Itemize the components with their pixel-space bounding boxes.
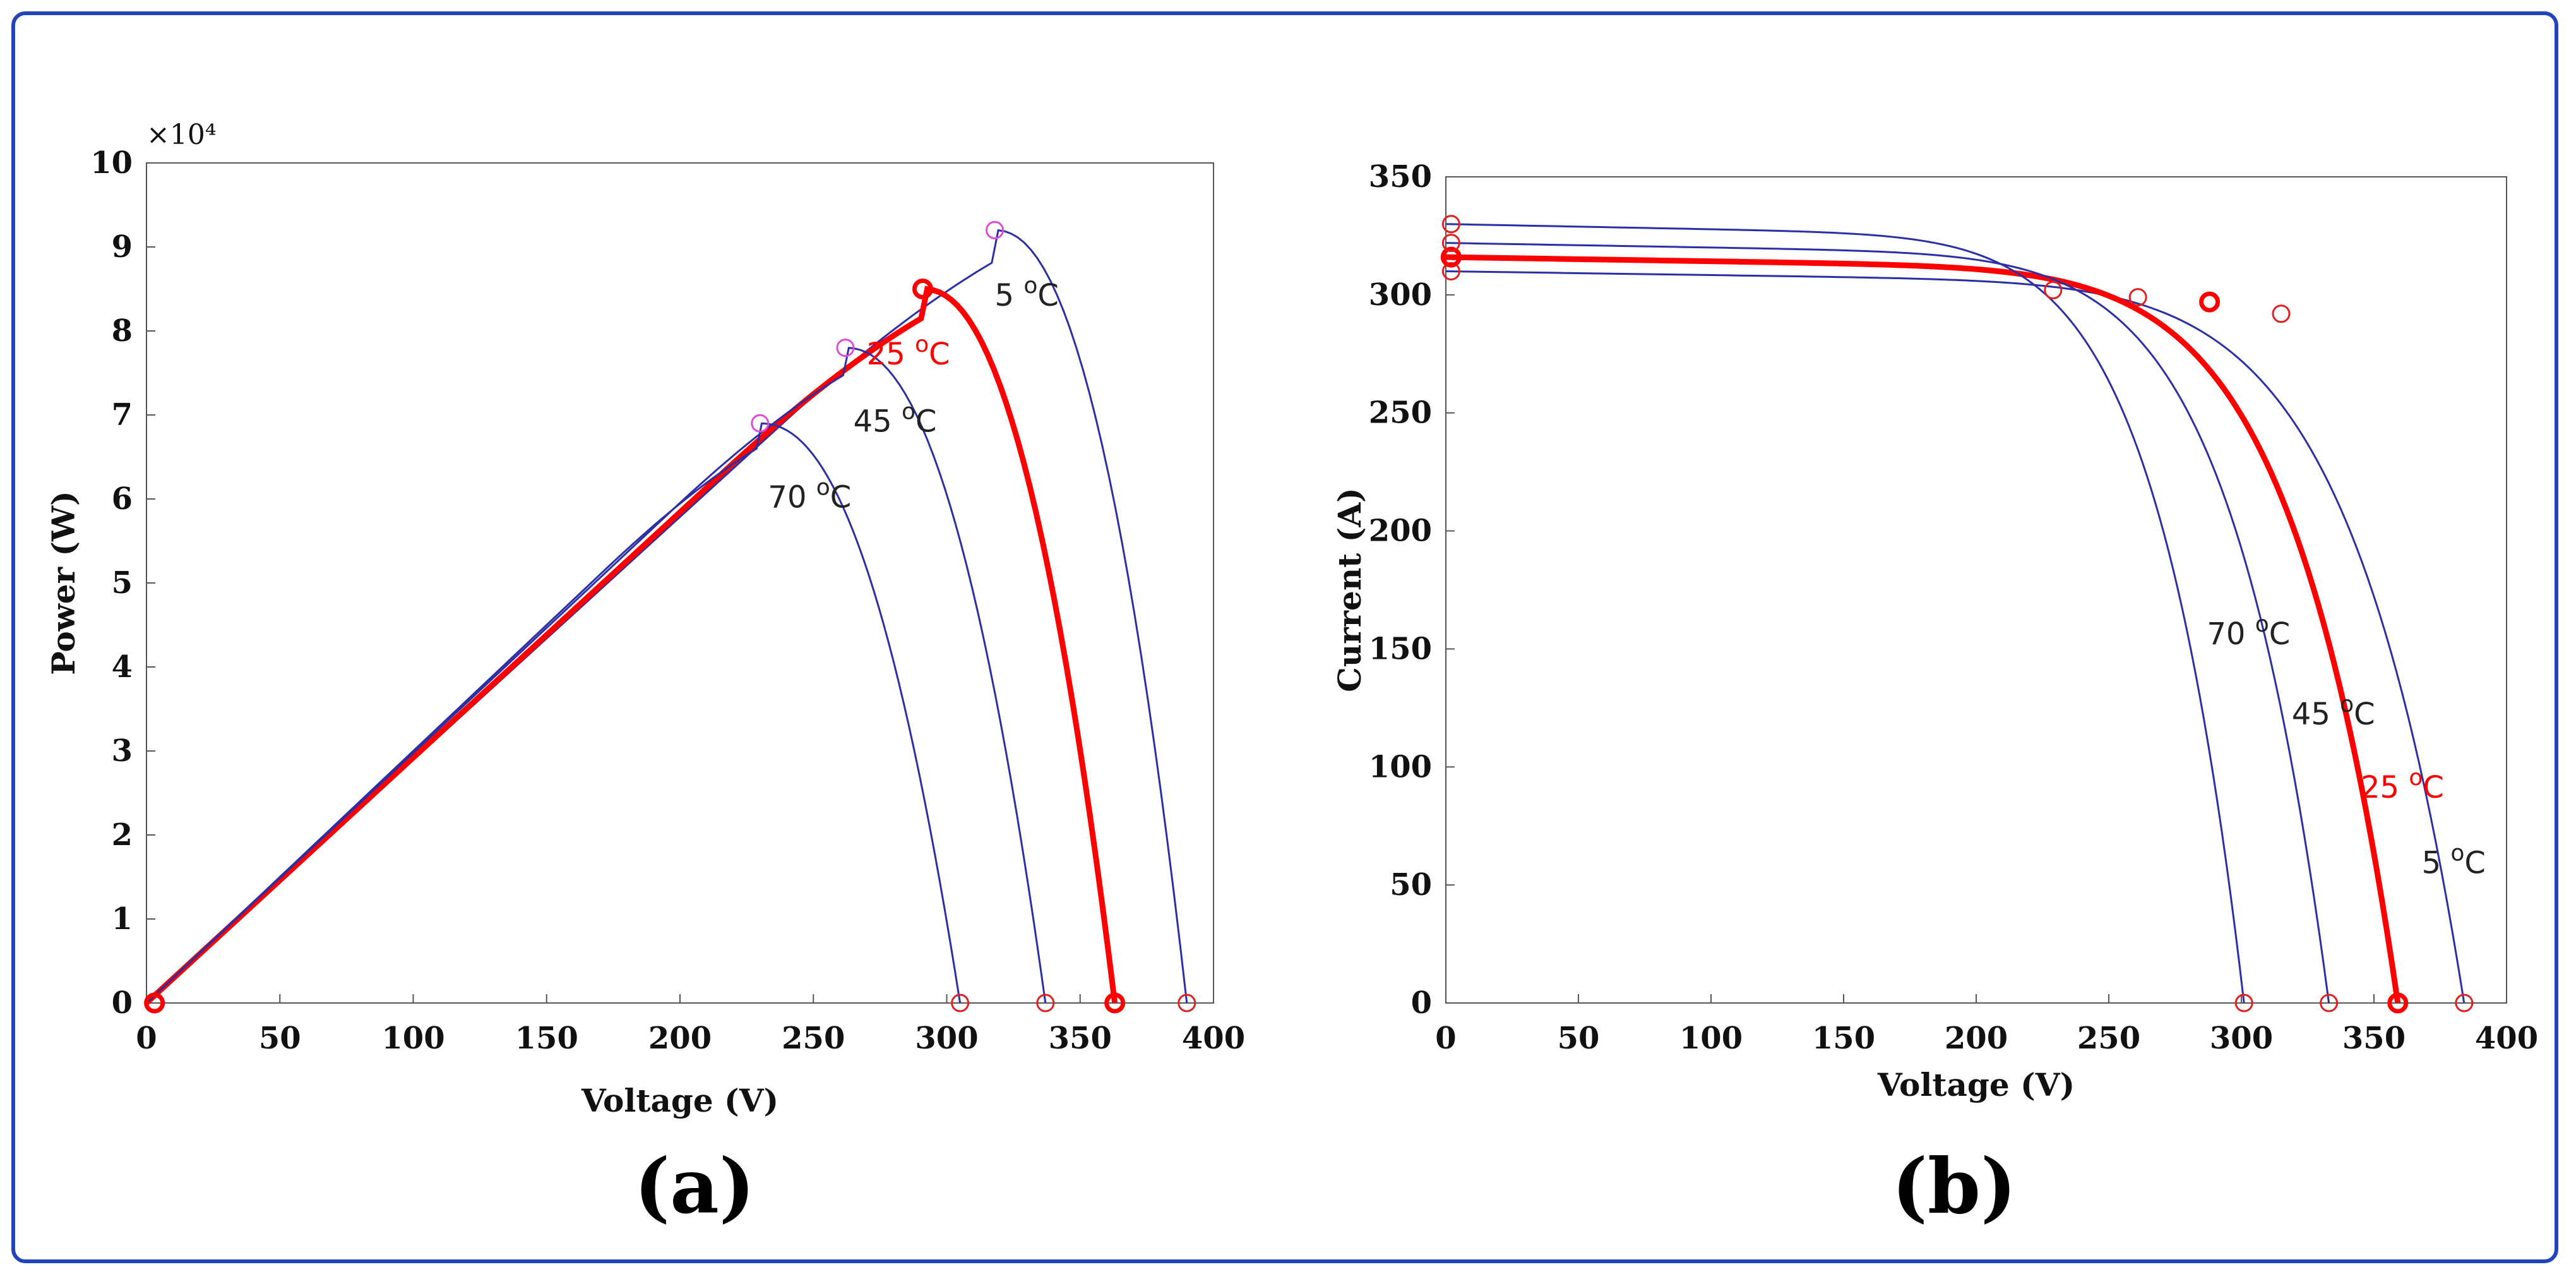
y-tick-label: 2 <box>112 817 133 853</box>
y-axis-label-a: Power (W) <box>45 491 82 675</box>
mpp-marker <box>986 220 1005 239</box>
mpp-marker <box>912 279 933 299</box>
temperature-unit: C <box>915 404 937 440</box>
temperature-value: 45 <box>854 404 902 440</box>
temperature-label: 25 oC <box>867 332 950 372</box>
y-multiplier-a: ×10⁴ <box>146 119 217 151</box>
temperature-unit: C <box>929 337 950 372</box>
degree-sign: o <box>915 332 929 357</box>
voc-marker <box>951 994 970 1012</box>
pv-curve-25c <box>144 285 1118 1006</box>
y-tick-label: 6 <box>112 481 133 517</box>
degree-sign: o <box>1023 273 1037 299</box>
mpp-marker <box>836 339 855 357</box>
y-tick-label: 4 <box>112 649 133 685</box>
y-tick-label: 1 <box>112 901 133 937</box>
temperature-value: 25 <box>867 337 915 372</box>
x-tick-label: 250 <box>782 1021 845 1056</box>
x-tick-label: 100 <box>381 1021 444 1056</box>
temperature-label: 5 oC <box>995 273 1059 313</box>
y-tick-label: 10 <box>90 145 133 181</box>
x-tick-label: 300 <box>915 1021 978 1056</box>
degree-sign: o <box>816 474 830 500</box>
y-tick-label: 3 <box>112 733 133 769</box>
x-tick-label: 400 <box>1182 1021 1245 1056</box>
origin-marker <box>144 992 165 1014</box>
y-tick-label: 0 <box>112 985 133 1021</box>
temperature-label: 45 oC <box>854 399 937 440</box>
x-tick-label: 150 <box>515 1021 578 1056</box>
voc-marker <box>1036 994 1055 1012</box>
x-tick-label: 0 <box>136 1021 157 1056</box>
x-tick-label: 350 <box>1049 1021 1112 1056</box>
degree-sign: o <box>902 399 915 425</box>
mpp-marker <box>751 414 770 433</box>
plot-area-a <box>146 162 1214 1004</box>
temperature-value: 70 <box>768 479 816 515</box>
x-axis-label-a: Voltage (V) <box>581 1082 778 1119</box>
temperature-label: 70 oC <box>768 474 851 515</box>
y-tick-label: 7 <box>112 397 133 433</box>
x-tick-label: 200 <box>648 1021 712 1056</box>
voc-marker <box>1104 992 1126 1014</box>
x-tick-label: 50 <box>259 1021 301 1056</box>
temperature-value: 5 <box>995 278 1024 313</box>
y-tick-label: 8 <box>112 313 133 349</box>
temperature-unit: C <box>830 479 852 515</box>
panel-label-a: (a) <box>634 1142 754 1231</box>
pv-curve-70c <box>145 422 962 1004</box>
temperature-unit: C <box>1037 278 1059 313</box>
voc-marker <box>1178 994 1196 1012</box>
y-tick-label: 5 <box>112 565 133 601</box>
y-tick-label: 9 <box>112 229 133 265</box>
